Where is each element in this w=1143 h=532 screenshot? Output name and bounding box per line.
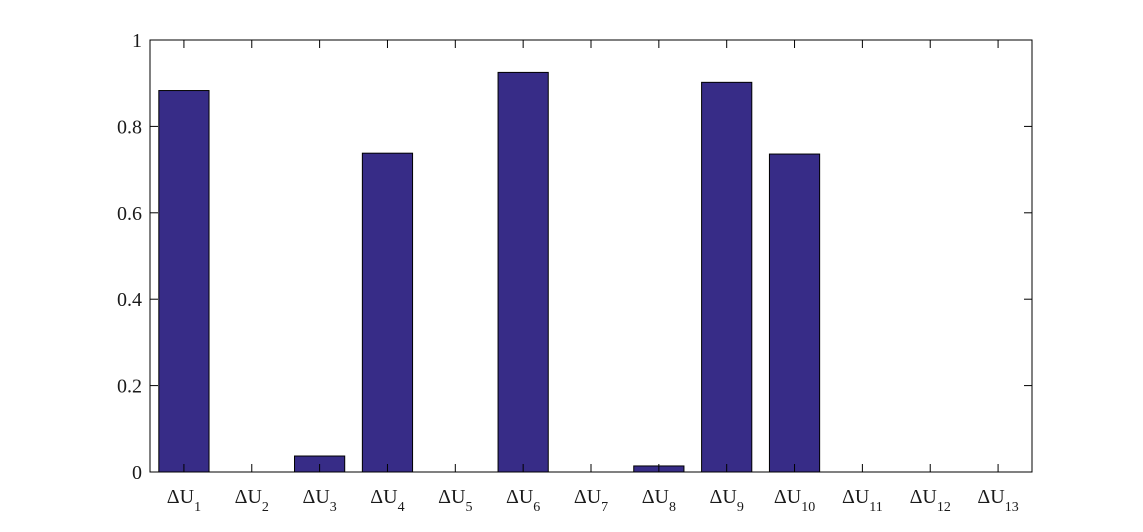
- x-label-subscript: 10: [801, 500, 815, 515]
- x-tick-label: ΔU4: [370, 486, 404, 515]
- x-label-subscript: 13: [1005, 500, 1019, 515]
- x-label-base: ΔU: [506, 486, 534, 508]
- x-label-base: ΔU: [235, 486, 263, 508]
- x-label-subscript: 3: [330, 500, 337, 515]
- x-label-subscript: 5: [465, 500, 472, 515]
- x-label-base: ΔU: [977, 486, 1005, 508]
- x-label-subscript: 7: [601, 500, 608, 515]
- bar: [497, 71, 549, 473]
- y-tick-label: 0: [132, 462, 142, 484]
- x-tick-label: ΔU3: [302, 486, 336, 515]
- x-label-subscript: 8: [669, 500, 676, 515]
- x-tick-label: ΔU9: [710, 486, 744, 515]
- x-label-base: ΔU: [438, 486, 466, 508]
- y-tick-label: 0.2: [117, 376, 142, 398]
- x-label-base: ΔU: [842, 486, 870, 508]
- bar: [361, 152, 414, 473]
- y-tick-label: 1: [132, 30, 142, 52]
- x-axis-labels: ΔU1 ΔU2 ΔU3 ΔU4 ΔU5 ΔU6 ΔU7 ΔU8 ΔU9 ΔU10 ΔU11 ΔU12 Δ…: [167, 486, 1019, 515]
- x-label-subscript: 6: [533, 500, 540, 515]
- x-label-base: ΔU: [910, 486, 938, 508]
- bars: [158, 40, 999, 473]
- plot-area: [149, 39, 1033, 473]
- y-tick-label: 0.8: [117, 116, 142, 138]
- x-tick-label: ΔU7: [574, 486, 608, 515]
- y-axis: 0 0.2 0.4 0.6 0.8 1: [117, 30, 1032, 484]
- x-tick-label: ΔU10: [774, 486, 815, 515]
- x-tick-label: ΔU6: [506, 486, 540, 515]
- x-tick-label: ΔU13: [977, 486, 1018, 515]
- x-tick-label: ΔU2: [235, 486, 269, 515]
- x-label-subscript: 2: [262, 500, 269, 515]
- x-label-subscript: 9: [737, 500, 744, 515]
- x-label-base: ΔU: [370, 486, 398, 508]
- x-tick-label: ΔU5: [438, 486, 472, 515]
- x-tick-label: ΔU1: [167, 486, 201, 515]
- y-tick-label: 0.4: [117, 289, 142, 311]
- x-label-base: ΔU: [774, 486, 802, 508]
- x-tick-label: ΔU8: [642, 486, 676, 515]
- x-label-subscript: 1: [194, 500, 201, 515]
- x-label-base: ΔU: [574, 486, 602, 508]
- x-label-base: ΔU: [710, 486, 738, 508]
- x-tick-label: ΔU12: [910, 486, 951, 515]
- x-label-subscript: 12: [937, 500, 951, 515]
- x-label-base: ΔU: [642, 486, 670, 508]
- bar: [158, 90, 210, 473]
- y-tick-label: 0.6: [117, 203, 142, 225]
- x-label-base: ΔU: [167, 486, 195, 508]
- x-label-base: ΔU: [302, 486, 330, 508]
- bar: [768, 153, 821, 473]
- x-label-subscript: 4: [398, 500, 405, 515]
- x-tick-label: ΔU11: [842, 486, 883, 515]
- bar: [701, 81, 753, 473]
- x-label-subscript: 11: [869, 500, 882, 515]
